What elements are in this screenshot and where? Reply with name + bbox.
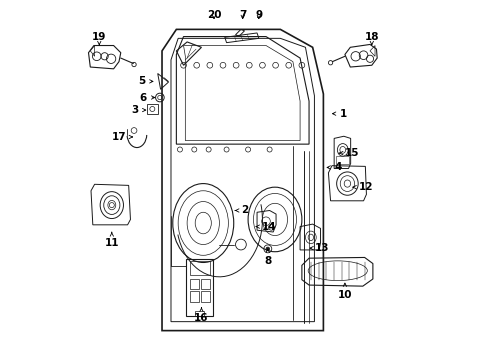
- Text: 8: 8: [264, 249, 271, 266]
- Text: 16: 16: [194, 307, 208, 323]
- Text: 20: 20: [206, 10, 221, 20]
- Text: 1: 1: [332, 109, 346, 119]
- Bar: [189, 279, 198, 289]
- Text: 6: 6: [140, 93, 154, 103]
- Text: 11: 11: [104, 232, 119, 248]
- Text: 3: 3: [131, 105, 145, 115]
- Bar: [189, 261, 209, 275]
- Bar: [195, 311, 203, 316]
- Text: 14: 14: [256, 222, 276, 231]
- Text: 9: 9: [255, 10, 262, 20]
- Bar: [201, 279, 209, 289]
- Text: 4: 4: [326, 162, 341, 172]
- Circle shape: [265, 247, 269, 251]
- Bar: [185, 259, 213, 316]
- Text: 7: 7: [239, 10, 246, 20]
- Text: 12: 12: [352, 182, 373, 192]
- Text: 17: 17: [111, 132, 132, 142]
- Bar: [201, 291, 209, 302]
- Text: 15: 15: [339, 148, 359, 158]
- Bar: [335, 156, 348, 164]
- Text: 10: 10: [337, 283, 351, 300]
- Text: 5: 5: [139, 76, 153, 86]
- Text: 2: 2: [235, 206, 247, 216]
- Text: 18: 18: [364, 32, 378, 45]
- Text: 13: 13: [309, 243, 328, 253]
- Text: 19: 19: [92, 32, 106, 45]
- Bar: [189, 291, 198, 302]
